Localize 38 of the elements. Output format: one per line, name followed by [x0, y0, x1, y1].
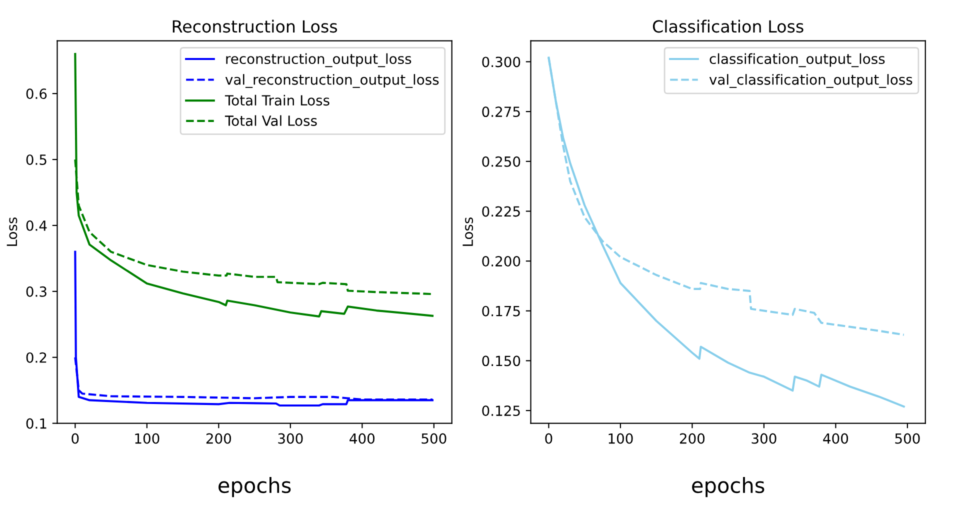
y-tick-label: 0.4	[26, 220, 47, 231]
x-tick-label: 400	[823, 433, 848, 444]
chart-title: Classification Loss	[652, 20, 804, 33]
y-tick-label: 0.225	[482, 206, 520, 217]
y-tick-label: 0.6	[26, 88, 47, 100]
y-tick-label: 0.3	[26, 286, 46, 297]
x-tick-label: 100	[608, 433, 633, 444]
legend-label: classification_output_loss	[710, 53, 885, 68]
legend-label: Total Val Loss	[224, 115, 317, 126]
y-axis-title: Loss	[6, 217, 18, 246]
x-axis-title: epochs	[218, 477, 291, 498]
x-tick-label: 200	[680, 433, 705, 444]
y-tick-label: 0.175	[482, 306, 520, 316]
x-tick-label: 200	[206, 433, 232, 444]
y-tick-label: 0.5	[26, 154, 46, 165]
x-tick-label: 300	[752, 433, 776, 444]
legend-label: val_classification_output_loss	[709, 74, 912, 88]
y-tick-label: 0.2	[26, 352, 46, 363]
y-tick-label: 0.1	[26, 418, 46, 429]
y-tick-label: 0.125	[482, 406, 520, 416]
x-tick-label: 500	[422, 433, 446, 444]
x-tick-label: 400	[350, 433, 374, 444]
y-axis-title: Loss	[462, 217, 474, 246]
y-tick-label: 0.200	[482, 256, 520, 267]
y-tick-label: 0.300	[482, 56, 520, 68]
x-tick-label: 0	[545, 433, 552, 444]
y-tick-label: 0.150	[482, 356, 520, 366]
x-axis-title: epochs	[692, 477, 764, 498]
x-tick-label: 0	[72, 433, 79, 444]
y-tick-label: 0.250	[482, 156, 520, 167]
legend-label: Total Train Loss	[224, 94, 330, 106]
y-tick-label: 0.275	[482, 106, 520, 118]
x-tick-label: 300	[278, 433, 303, 444]
chart-title: Reconstruction Loss	[172, 20, 338, 33]
legend-label: reconstruction_output_loss	[226, 53, 412, 68]
legend-label: val_reconstruction_output_loss	[225, 74, 439, 88]
x-tick-label: 500	[895, 433, 920, 444]
x-tick-label: 100	[135, 433, 160, 444]
